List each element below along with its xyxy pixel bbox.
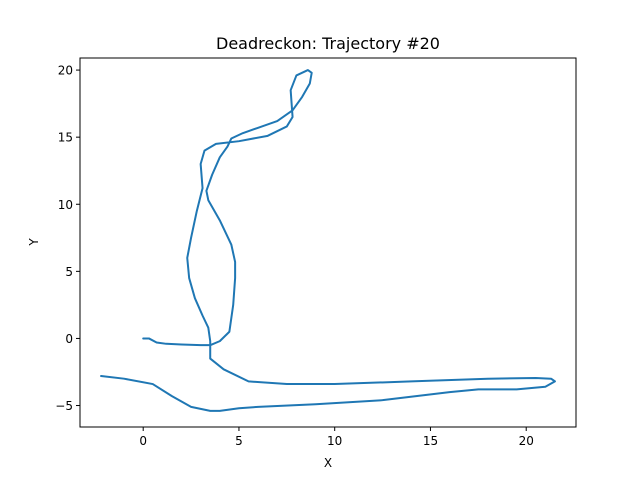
y-axis-label: Y <box>27 238 41 247</box>
x-tick-label: 20 <box>519 434 534 448</box>
plot-area: 0 5 10 15 20 −5 0 5 10 15 20 <box>55 57 577 448</box>
y-tick-label: 5 <box>65 265 73 279</box>
y-tick-label: 0 <box>65 332 73 346</box>
trajectory-line-0 <box>100 69 556 412</box>
y-tick-label: −5 <box>55 399 73 413</box>
chart-title: Deadreckon: Trajectory #20 <box>216 34 440 53</box>
y-tick-label: 15 <box>58 131 73 145</box>
x-tick-label: 10 <box>327 434 342 448</box>
x-axis-label: X <box>324 456 332 470</box>
y-tick-label: 10 <box>58 198 73 212</box>
x-tick-label: 5 <box>235 434 243 448</box>
axes-frame <box>79 57 577 428</box>
x-tick-label: 0 <box>139 434 147 448</box>
x-tick-label: 15 <box>423 434 438 448</box>
y-tick-label: 20 <box>58 64 73 78</box>
